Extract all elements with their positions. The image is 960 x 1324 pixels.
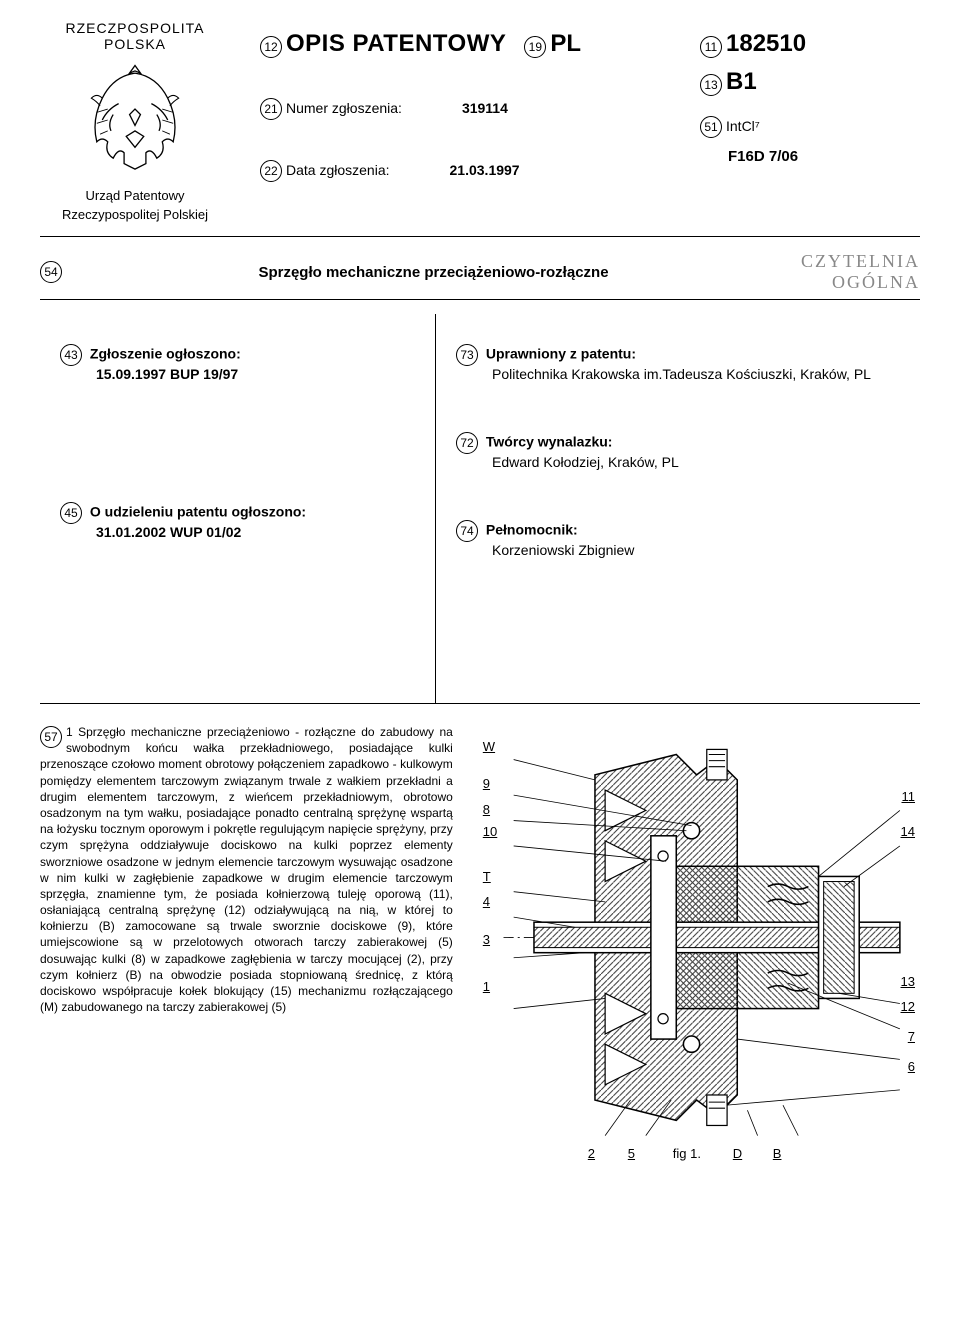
inid-54: 54 [40, 261, 62, 283]
header-left: RZECZPOSPOLITA POLSKA Urząd Patentowy Rz… [40, 20, 230, 222]
fig-label: 11 [902, 789, 916, 804]
fig-label: B [773, 1146, 782, 1161]
divider [40, 299, 920, 300]
fig-label: D [733, 1146, 742, 1161]
biblio-right: 73 Uprawniony z patentu: Politechnika Kr… [436, 314, 920, 703]
fig-label: 6 [908, 1059, 915, 1074]
fig-label: 2 [588, 1146, 595, 1161]
title-row: 54 Sprzęgło mechaniczne przeciążeniowo-r… [40, 251, 920, 299]
country-name: RZECZPOSPOLITA POLSKA [40, 20, 230, 52]
agent-value: Korzeniowski Zbigniew [492, 542, 900, 558]
biblio-section: 43 Zgłoszenie ogłoszono: 15.09.1997 BUP … [40, 314, 920, 704]
inid-11: 11 [700, 36, 722, 58]
divider [40, 236, 920, 237]
app-number: 319114 [462, 100, 562, 116]
app-label: Numer zgłoszenia: [286, 100, 402, 116]
grant-value: 31.01.2002 WUP 01/02 [96, 524, 415, 540]
date-label: Data zgłoszenia: [286, 162, 390, 178]
inid-74: 74 [456, 520, 478, 542]
fig-label: W [483, 739, 495, 754]
intcl-label: IntCl⁷ [726, 118, 760, 134]
inid-57: 57 [40, 726, 62, 748]
country-code: PL [550, 30, 581, 58]
grant-label: O udzieleniu patentu ogłoszono: [90, 504, 306, 520]
filing-date: 21.03.1997 [450, 162, 550, 178]
assignee-value: Politechnika Krakowska im.Tadeusza Kości… [492, 366, 900, 382]
inid-45: 45 [60, 502, 82, 524]
biblio-left: 43 Zgłoszenie ogłoszono: 15.09.1997 BUP … [40, 314, 436, 703]
doc-type: OPIS PATENTOWY [286, 30, 506, 58]
stamp-text: CZYTELNIA OGÓLNA [801, 251, 920, 293]
header-right: 11 182510 13 B1 51 IntCl⁷ F16D 7/06 [700, 20, 920, 175]
fig-label: 4 [483, 894, 490, 909]
fig-label: 5 [628, 1146, 635, 1161]
header: RZECZPOSPOLITA POLSKA Urząd Patentowy Rz… [40, 20, 920, 222]
inid-21: 21 [260, 98, 282, 120]
inventor-value: Edward Kołodziej, Kraków, PL [492, 454, 900, 470]
figure-box: W 9 8 10 T 4 3 1 11 14 13 12 7 6 2 5 D B… [473, 724, 920, 1156]
fig-label: T [483, 869, 491, 884]
eagle-emblem-icon [80, 60, 190, 180]
inid-51: 51 [700, 116, 722, 138]
biblio-45: 45 O udzieleniu patentu ogłoszono: 31.01… [60, 502, 415, 540]
fig-label: 8 [483, 802, 490, 817]
biblio-74: 74 Pełnomocnik: Korzeniowski Zbigniew [456, 520, 900, 558]
stamp-line1: CZYTELNIA [801, 251, 920, 272]
inventor-label: Twórcy wynalazku: [486, 434, 613, 450]
fig-label: 9 [483, 776, 490, 791]
intcl-code: F16D 7/06 [728, 148, 828, 165]
pub-label: Zgłoszenie ogłoszono: [90, 346, 241, 362]
abstract-body: 1 Sprzęgło mechaniczne przeciążeniowo - … [40, 725, 453, 1014]
fig-caption: fig 1. [673, 1146, 701, 1161]
inid-19: 19 [524, 36, 546, 58]
fig-label: 1 [483, 979, 490, 994]
fig-label: 14 [901, 824, 915, 839]
office-line1: Urząd Patentowy [40, 188, 230, 203]
inid-73: 73 [456, 344, 478, 366]
patent-number: 182510 [726, 30, 806, 58]
stamp-line2: OGÓLNA [801, 272, 920, 293]
biblio-73: 73 Uprawniony z patentu: Politechnika Kr… [456, 344, 900, 382]
fig-label: 7 [908, 1029, 915, 1044]
kind-code: B1 [726, 68, 757, 96]
biblio-72: 72 Twórcy wynalazku: Edward Kołodziej, K… [456, 432, 900, 470]
office-line2: Rzeczypospolitej Polskiej [40, 207, 230, 222]
agent-label: Pełnomocnik: [486, 522, 578, 538]
abstract-text-block: 57 1 Sprzęgło mechaniczne przeciążeniowo… [40, 724, 453, 1156]
inid-43: 43 [60, 344, 82, 366]
fig-label: 13 [901, 974, 915, 989]
patent-drawing-icon [473, 724, 920, 1151]
header-mid: 12 OPIS PATENTOWY 19 PL 21 Numer zgłosze… [250, 20, 680, 192]
invention-title: Sprzęgło mechaniczne przeciążeniowo-rozł… [66, 264, 801, 281]
fig-label: 12 [901, 999, 915, 1014]
abstract-row: 57 1 Sprzęgło mechaniczne przeciążeniowo… [40, 724, 920, 1156]
inid-12: 12 [260, 36, 282, 58]
fig-label: 3 [483, 932, 490, 947]
inid-72: 72 [456, 432, 478, 454]
pub-value: 15.09.1997 BUP 19/97 [96, 366, 415, 382]
biblio-43: 43 Zgłoszenie ogłoszono: 15.09.1997 BUP … [60, 344, 415, 382]
fig-label: 10 [483, 824, 497, 839]
inid-13: 13 [700, 74, 722, 96]
inid-22: 22 [260, 160, 282, 182]
assignee-label: Uprawniony z patentu: [486, 346, 636, 362]
